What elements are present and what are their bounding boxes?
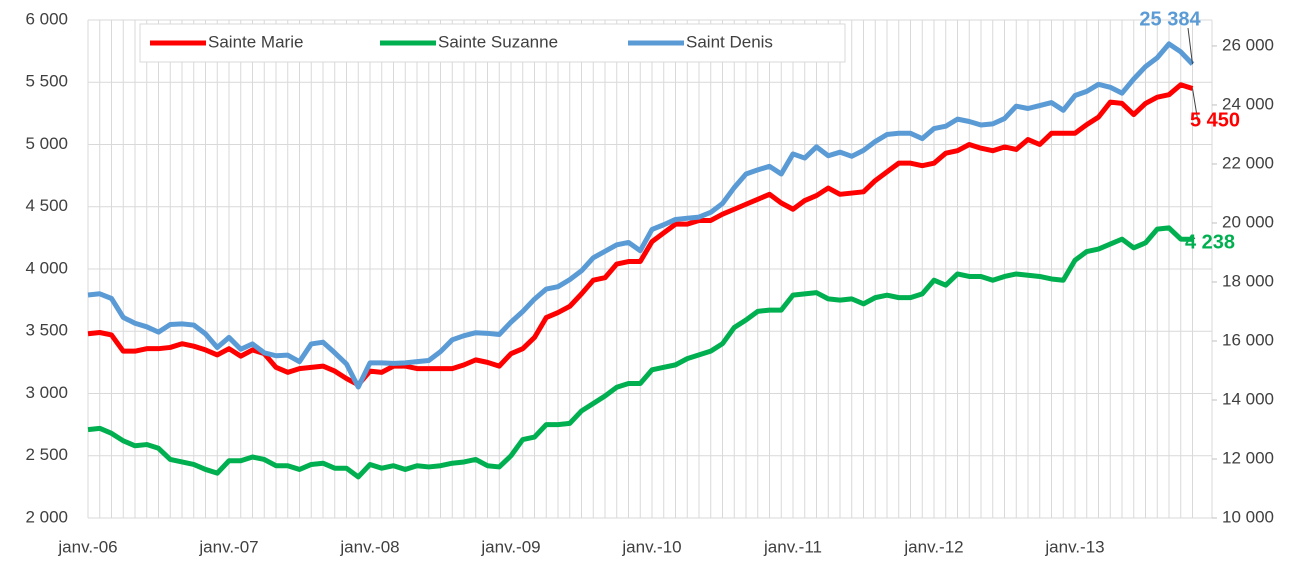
data-label: 5 450	[1190, 109, 1240, 131]
y2-tick-label: 16 000	[1222, 330, 1274, 349]
y2-tick-label: 20 000	[1222, 212, 1274, 231]
x-tick-label: janv.-06	[57, 537, 117, 556]
data-label: 25 384	[1139, 8, 1201, 30]
x-tick-label: janv.-12	[903, 537, 963, 556]
series-line	[87, 225, 1193, 480]
y-tick-label: 5 000	[25, 134, 68, 153]
y2-tick-label: 26 000	[1222, 35, 1274, 54]
series-line	[87, 41, 1195, 390]
x-tick-label: janv.-09	[480, 537, 540, 556]
y-tick-label: 4 500	[25, 196, 68, 215]
y-tick-label: 2 000	[25, 507, 68, 526]
legend-label: Sainte Marie	[208, 32, 303, 51]
y2-tick-label: 14 000	[1222, 389, 1274, 408]
x-tick-label: janv.-13	[1044, 537, 1104, 556]
y-tick-label: 4 000	[25, 258, 68, 277]
y2-tick-label: 10 000	[1222, 507, 1274, 526]
x-tick-label: janv.-11	[763, 537, 822, 556]
y-tick-label: 6 000	[25, 9, 68, 28]
y-tick-label: 3 500	[25, 321, 68, 340]
data-label: 4 238	[1185, 231, 1235, 253]
x-tick-label: janv.-07	[198, 537, 258, 556]
legend-label: Sainte Suzanne	[438, 32, 558, 51]
x-tick-label: janv.-08	[339, 537, 399, 556]
y2-tick-label: 12 000	[1222, 448, 1274, 467]
leader-line	[1192, 237, 1196, 240]
leader-line	[1192, 88, 1199, 123]
legend-label: Saint Denis	[686, 32, 773, 51]
y-tick-label: 5 500	[25, 72, 68, 91]
y-tick-label: 3 000	[25, 383, 68, 402]
legend-box	[139, 23, 846, 63]
x-tick-label: janv.-10	[621, 537, 681, 556]
leader-line	[1187, 27, 1193, 65]
series-line	[87, 82, 1194, 388]
y2-tick-label: 24 000	[1222, 94, 1274, 113]
y2-tick-label: 18 000	[1222, 271, 1274, 290]
y-tick-label: 2 500	[25, 445, 68, 464]
y2-tick-label: 22 000	[1222, 153, 1274, 172]
